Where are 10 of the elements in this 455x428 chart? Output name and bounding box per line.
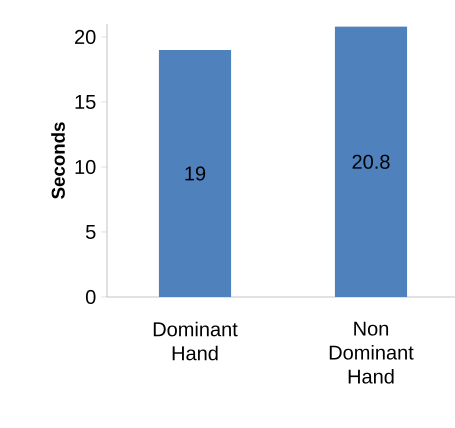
x-tick-label: Non Dominant Hand — [330, 322, 414, 384]
y-tick-label: 5 — [86, 225, 96, 239]
data-label: 20.8 — [352, 154, 390, 169]
y-axis-title: Seconds — [51, 122, 65, 199]
y-tick-label: 0 — [86, 290, 96, 304]
y-tick-label: 20 — [75, 30, 96, 44]
data-label: 19 — [185, 166, 206, 181]
y-tick-label: 15 — [76, 95, 96, 109]
x-tick-label: Dominant Hand — [154, 322, 238, 360]
y-tick-label: 10 — [76, 160, 96, 174]
